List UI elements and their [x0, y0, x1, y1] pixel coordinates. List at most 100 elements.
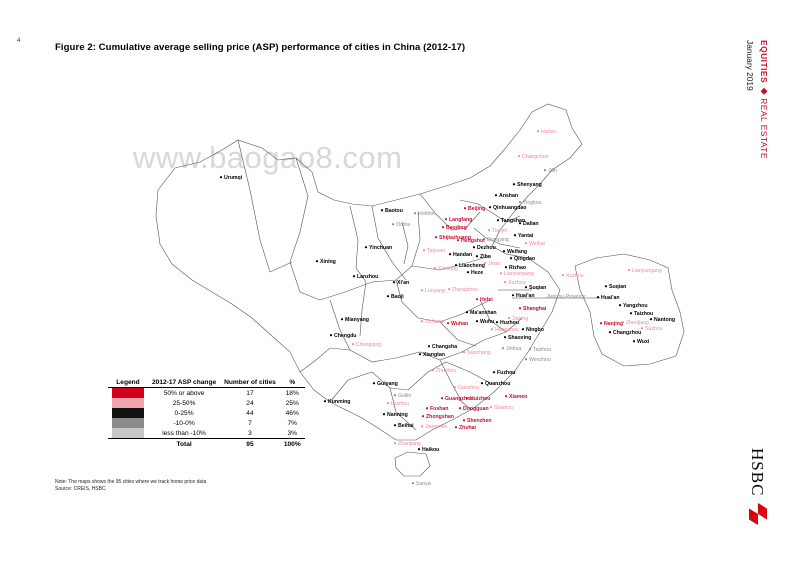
section-real-estate: REAL ESTATE: [759, 98, 769, 159]
city-dot: [483, 262, 487, 265]
city-label: Ningbo: [526, 327, 544, 333]
city-label: Chongqing: [356, 342, 381, 348]
city-label: Hohhot: [418, 211, 435, 217]
city-label: Xiangtan: [423, 352, 445, 358]
city-label: Rizhao: [509, 265, 526, 271]
city-dot: [420, 289, 424, 292]
city-dot: [475, 320, 479, 323]
city-label: Handan: [453, 252, 472, 258]
city-dot: [524, 242, 528, 245]
city-label: Wenzhou: [529, 357, 551, 363]
section-bullet: ◆: [759, 85, 769, 96]
city-dot: [351, 343, 355, 346]
city-dot: [499, 272, 503, 275]
city-label: Xi'an: [397, 280, 409, 286]
city-dot: [393, 442, 397, 445]
city-dot: [507, 317, 511, 320]
city-dot: [511, 294, 515, 297]
city-dot: [441, 226, 445, 229]
city-dot: [391, 223, 395, 226]
city-dot: [372, 382, 376, 385]
city-label: Hefei: [480, 297, 493, 303]
city-label: Yantai: [518, 233, 534, 239]
legend-total-label: Total: [148, 438, 221, 449]
legend-swatch: [108, 408, 148, 418]
city-dot: [494, 194, 498, 197]
city-dot: [640, 327, 644, 330]
city-label: Xining: [320, 259, 336, 265]
city-label: Heze: [471, 270, 483, 276]
city-label: Beijing: [468, 206, 485, 212]
city-dot: [454, 426, 458, 429]
city-dot: [219, 176, 223, 179]
city-label: Changchun: [522, 154, 549, 160]
city-label: Dongying: [487, 237, 509, 243]
legend-pct: 7%: [287, 419, 298, 427]
city-dot: [425, 407, 429, 410]
city-layer: Harbin Changchun Jilin Urumqi Shenyang Anshan…: [219, 129, 557, 487]
city-label: Zhuzhou: [436, 368, 456, 374]
city-label: Baotou: [385, 208, 403, 214]
city-dot: [444, 218, 448, 221]
city-label: Xiamen: [509, 394, 527, 400]
city-label: Shantou: [494, 405, 513, 411]
city-label: Taiyuan: [427, 248, 445, 254]
city-dot: [446, 322, 450, 325]
city-dot: [518, 222, 522, 225]
city-label: Xinxiang: [438, 266, 458, 272]
legend-pct: 3%: [287, 429, 298, 437]
legend-swatch-color: [112, 398, 144, 408]
city-label: Baoding: [446, 225, 467, 231]
legend-count: 7: [248, 419, 252, 427]
city-label: Ma'anshan: [470, 310, 497, 316]
city-label: Urumqi: [224, 175, 243, 181]
city-dot: [417, 448, 421, 451]
city-dot: [524, 286, 528, 289]
figure-title: Figure 2: Cumulative average selling pri…: [55, 42, 466, 53]
city-dot: [504, 395, 508, 398]
city-label: Zhongshan: [426, 414, 454, 420]
city-dot: [487, 229, 491, 232]
city-dot: [421, 415, 425, 418]
city-dot: [418, 353, 422, 356]
city-label: Nanjing: [604, 321, 623, 327]
city-dot: [364, 246, 368, 249]
city-label: Nanning: [387, 412, 408, 418]
legend-pct: 18%: [285, 389, 299, 397]
city-dot: [503, 281, 507, 284]
legend-row: 0-25% 44 46%: [108, 408, 305, 418]
city-label: Sanya: [416, 481, 431, 487]
city-dot: [518, 307, 522, 310]
city-label: Zhuhai: [459, 425, 477, 431]
city-label: Taizhou: [634, 311, 653, 317]
city-label: Changsha: [432, 344, 457, 350]
city-dot: [608, 331, 612, 334]
legend-body: 50% or above 17 18% 25-50% 24 25% 0-25% 44 46% -1…: [108, 388, 305, 439]
city-dot: [386, 295, 390, 298]
legend-swatch: [108, 428, 148, 439]
hainan-outline: [394, 451, 431, 477]
city-dot: [561, 274, 565, 277]
city-dot: [454, 264, 458, 267]
legend-header: Number of cities: [220, 379, 280, 388]
city-label: Huai'an: [516, 293, 535, 299]
city-label: Hangzhou: [495, 327, 519, 333]
city-dot: [393, 424, 397, 427]
city-dot: [413, 212, 417, 215]
city-label: Yichang: [425, 319, 444, 325]
legend-count: 17: [246, 389, 254, 397]
city-dot: [488, 206, 492, 209]
city-label: Zhanjiang: [398, 441, 421, 447]
city-label: Baoji: [391, 294, 404, 300]
city-label: Dalian: [523, 221, 539, 227]
legend-change: 25-50%: [172, 399, 196, 407]
city-dot: [599, 322, 603, 325]
city-label: Suqian: [609, 284, 626, 290]
legend-swatch: [108, 398, 148, 408]
city-label: Anshan: [499, 193, 518, 199]
legend-row: -10-0% 7 7%: [108, 418, 305, 428]
city-dot: [604, 285, 608, 288]
city-dot: [380, 209, 384, 212]
city-label: Huizhou: [470, 396, 490, 402]
